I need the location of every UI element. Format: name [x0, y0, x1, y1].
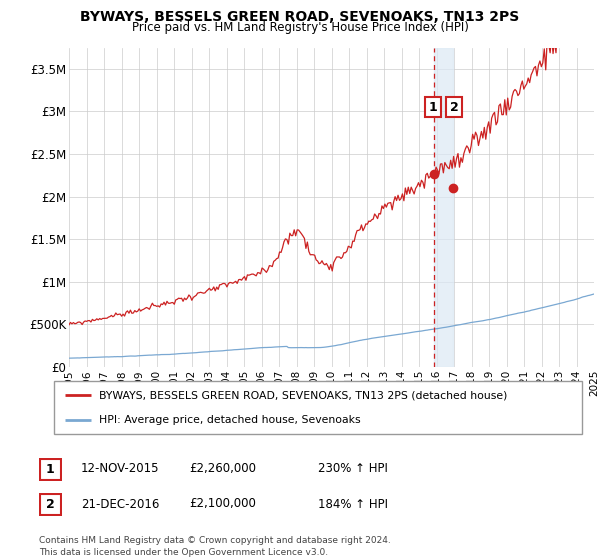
Text: HPI: Average price, detached house, Sevenoaks: HPI: Average price, detached house, Seve…: [99, 414, 361, 424]
FancyBboxPatch shape: [40, 494, 61, 515]
Text: Contains HM Land Registry data © Crown copyright and database right 2024.
This d: Contains HM Land Registry data © Crown c…: [39, 536, 391, 557]
FancyBboxPatch shape: [40, 459, 61, 480]
Text: Price paid vs. HM Land Registry's House Price Index (HPI): Price paid vs. HM Land Registry's House …: [131, 21, 469, 34]
Text: 2: 2: [46, 498, 55, 511]
Text: 184% ↑ HPI: 184% ↑ HPI: [318, 497, 388, 511]
Text: BYWAYS, BESSELS GREEN ROAD, SEVENOAKS, TN13 2PS (detached house): BYWAYS, BESSELS GREEN ROAD, SEVENOAKS, T…: [99, 390, 507, 400]
Text: £2,260,000: £2,260,000: [189, 462, 256, 475]
Text: 1: 1: [46, 463, 55, 476]
Bar: [434, 48, 454, 367]
Text: 2: 2: [450, 101, 459, 114]
FancyBboxPatch shape: [54, 381, 582, 434]
Text: £2,100,000: £2,100,000: [189, 497, 256, 511]
Text: 21-DEC-2016: 21-DEC-2016: [81, 497, 160, 511]
Text: 230% ↑ HPI: 230% ↑ HPI: [318, 462, 388, 475]
Text: BYWAYS, BESSELS GREEN ROAD, SEVENOAKS, TN13 2PS: BYWAYS, BESSELS GREEN ROAD, SEVENOAKS, T…: [80, 10, 520, 24]
Text: 1: 1: [429, 101, 438, 114]
Text: 12-NOV-2015: 12-NOV-2015: [81, 462, 160, 475]
